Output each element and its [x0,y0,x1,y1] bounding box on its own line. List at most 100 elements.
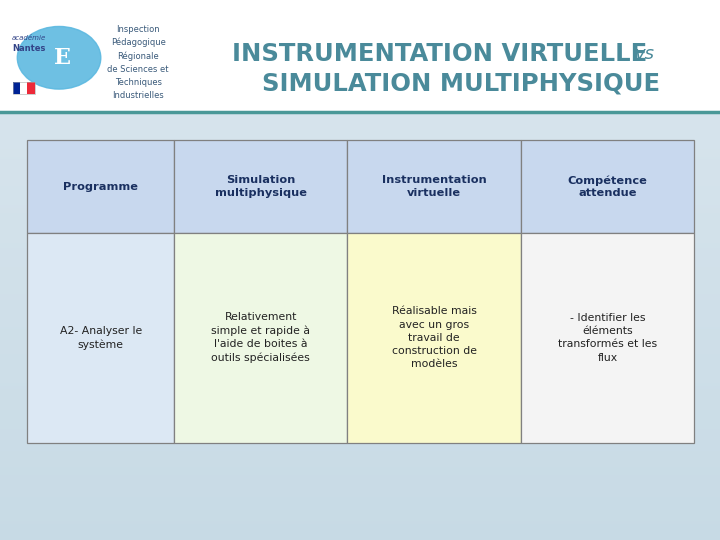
Bar [0,437,720,440]
Bar [0,49,720,51]
Bar [0,208,720,211]
Bar [0,383,720,386]
Bar [0,165,720,167]
Text: académie: académie [12,35,46,41]
Bar [0,462,720,464]
Bar [0,62,720,65]
Text: Instrumentation
virtuelle: Instrumentation virtuelle [382,176,487,198]
Bar [0,510,720,513]
Bar [0,329,720,332]
Bar [0,189,720,192]
Bar [0,0,720,3]
Bar [0,475,720,478]
Bar [0,186,720,189]
Bar [0,157,720,159]
Text: vs: vs [634,45,654,63]
Bar [0,346,720,348]
Bar [27,233,174,443]
Bar [0,364,720,367]
Bar [0,192,720,194]
Bar [0,356,720,359]
Bar [0,418,720,421]
Bar [0,278,720,281]
Bar [0,375,720,378]
Bar [0,321,720,324]
Circle shape [17,26,101,89]
Bar [0,205,720,208]
Bar [0,40,720,43]
Bar [0,176,720,178]
Bar [0,16,720,19]
Bar [0,181,720,184]
Bar [0,529,720,532]
Bar [0,127,720,130]
Bar [0,446,720,448]
Bar [0,111,720,113]
Bar [0,535,720,537]
Bar [0,27,720,30]
Bar [0,240,720,243]
Bar [0,124,720,127]
Text: Relativement
simple et rapide à
l'aide de boites à
outils spécialisées: Relativement simple et rapide à l'aide d… [211,312,310,363]
Bar [0,154,720,157]
Bar [0,537,720,540]
Bar [0,194,720,197]
Bar [0,59,720,62]
Text: INSTRUMENTATION VIRTUELLE: INSTRUMENTATION VIRTUELLE [232,42,647,66]
Bar [0,413,720,416]
Bar [0,394,720,397]
Bar [0,440,720,443]
Bar [0,8,720,11]
Bar [0,92,720,94]
Bar [0,103,720,105]
Bar [0,378,720,381]
Bar [0,472,720,475]
Bar [0,254,720,256]
Bar [0,489,720,491]
Bar [0,232,720,235]
Bar [0,76,720,78]
Bar [0,305,720,308]
Bar [0,435,720,437]
Bar [0,513,720,516]
Bar [0,140,720,143]
Bar [0,38,720,40]
Bar [0,267,720,270]
Bar [0,265,720,267]
Bar [0,3,720,5]
Bar [0,526,720,529]
Bar [0,148,720,151]
Bar [0,281,720,284]
Bar [0,73,720,76]
Text: Simulation
multiphysique: Simulation multiphysique [215,176,307,198]
Bar [0,0,720,112]
Bar [0,497,720,500]
Bar [0,351,720,354]
Bar [0,400,720,402]
Bar [174,233,347,443]
Bar [0,454,720,456]
Bar [27,140,174,233]
Bar [0,216,720,219]
Bar [0,173,720,176]
Bar [0,202,720,205]
Bar [0,30,720,32]
Bar [0,211,720,213]
Bar [0,491,720,494]
Bar [0,5,720,8]
Bar [0,197,720,200]
Bar [347,140,521,233]
Bar [0,57,720,59]
Bar [347,233,521,443]
Bar [0,456,720,459]
Bar [0,405,720,408]
Text: Réalisable mais
avec un gros
travail de
construction de
modèles: Réalisable mais avec un gros travail de … [392,306,477,369]
Bar [0,97,720,100]
Bar [0,300,720,302]
Bar [0,284,720,286]
Bar [0,46,720,49]
Bar [0,524,720,526]
Bar [0,521,720,524]
Bar [0,532,720,535]
Bar [0,443,720,445]
